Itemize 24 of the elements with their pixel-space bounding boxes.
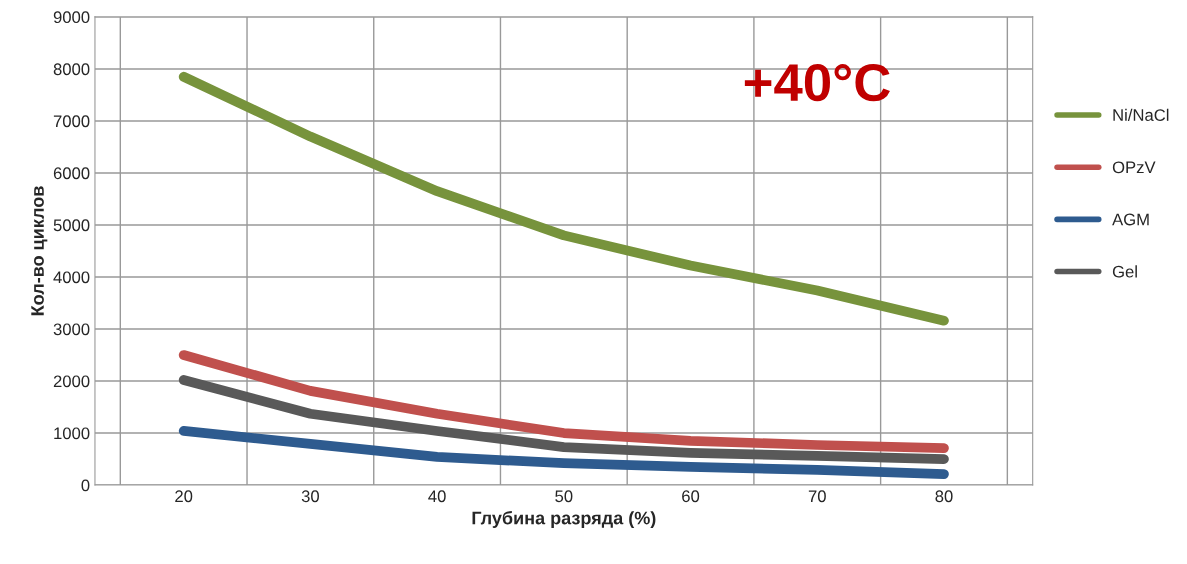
y-tick-label: 9000 <box>53 11 90 24</box>
y-tick-label: 6000 <box>53 167 90 180</box>
x-tick-label: 40 <box>428 490 446 503</box>
x-axis-title: Глубина разряда (%) <box>472 510 656 528</box>
legend-label: OPzV <box>1112 161 1156 174</box>
y-tick-label: 2000 <box>53 375 90 388</box>
y-tick-label: 8000 <box>53 63 90 76</box>
legend-label: Gel <box>1112 265 1137 278</box>
x-tick-label: 20 <box>175 490 193 503</box>
x-tick-label: 80 <box>935 490 953 503</box>
x-tick-label: 30 <box>301 490 319 503</box>
y-tick-label: 7000 <box>53 115 90 128</box>
legend-label: Ni/NaCl <box>1113 108 1169 121</box>
x-tick-label: 60 <box>682 490 700 503</box>
y-tick-label: 4000 <box>53 271 90 284</box>
x-tick-label: 50 <box>555 490 573 503</box>
legend-label: AGM <box>1112 213 1149 226</box>
y-tick-label: 1000 <box>54 427 90 440</box>
y-tick-label: 5000 <box>53 219 90 232</box>
x-tick-label: 70 <box>808 490 826 503</box>
y-tick-label: 0 <box>81 479 90 492</box>
y-axis-title: Кол-во циклов <box>31 186 48 316</box>
y-tick-label: 3000 <box>53 323 90 336</box>
annotation: +40°C <box>744 63 890 102</box>
